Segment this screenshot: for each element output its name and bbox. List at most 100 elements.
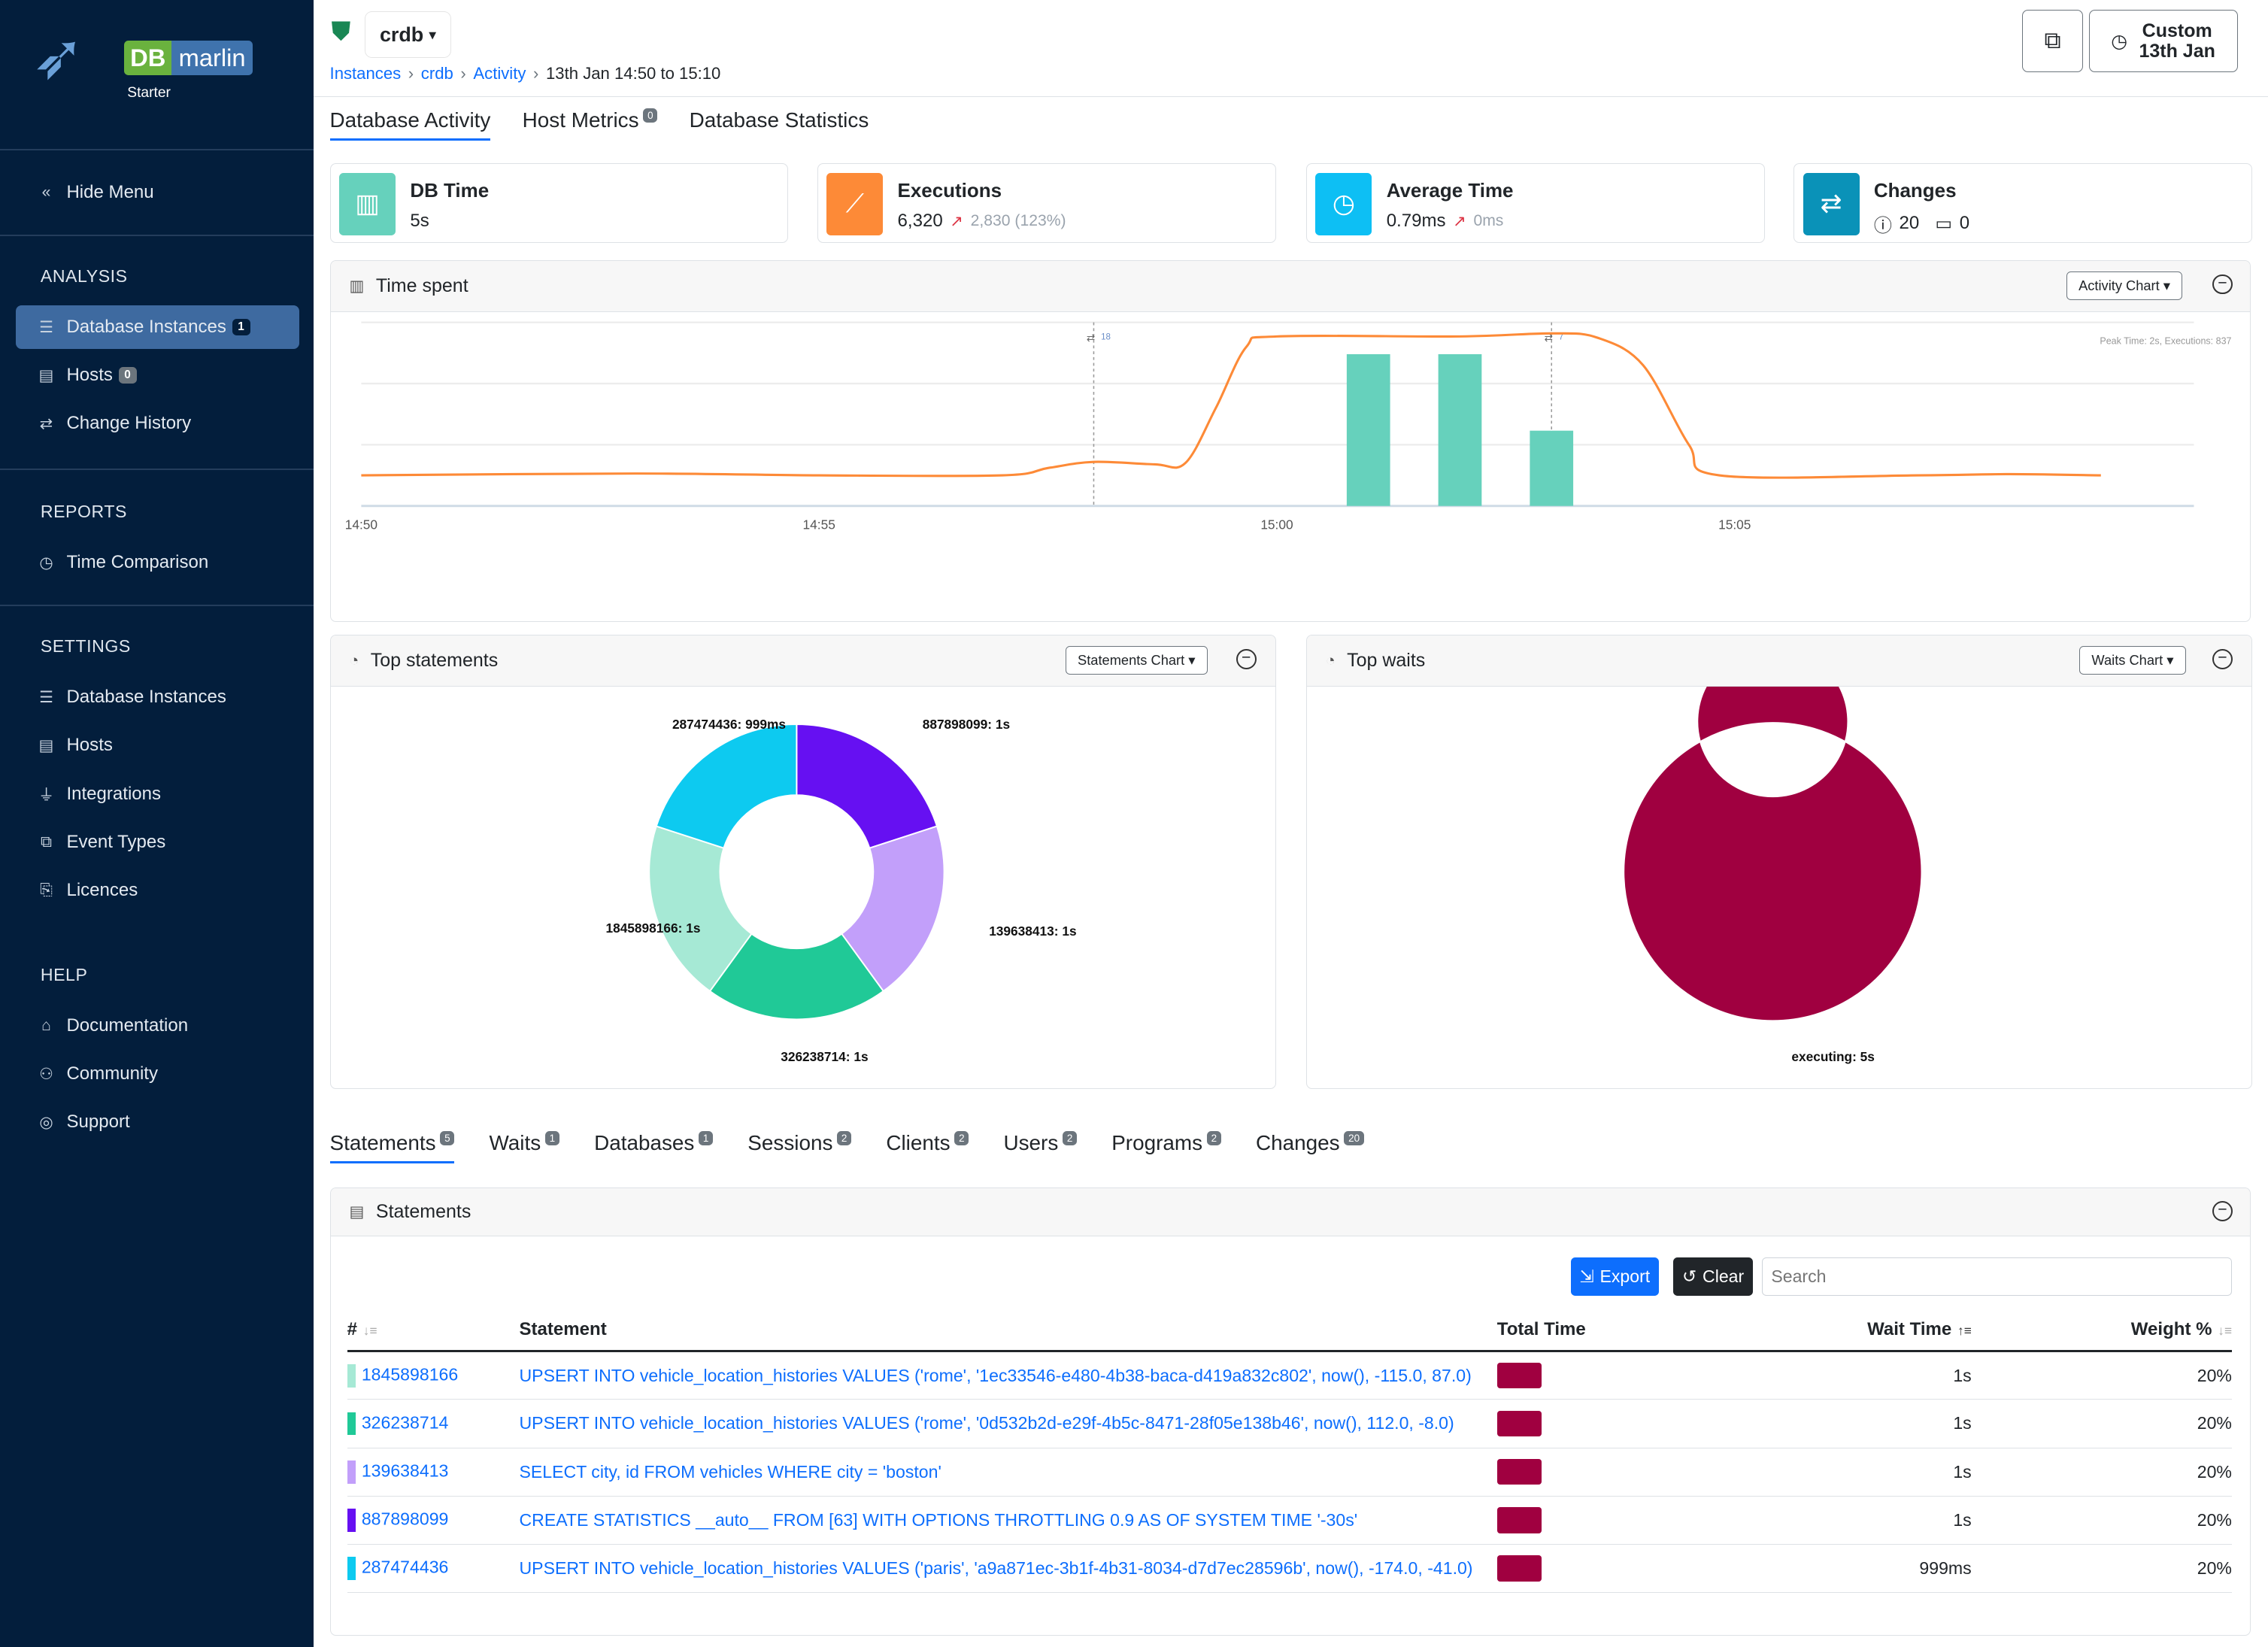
kpi-delta: 0ms bbox=[1473, 211, 1504, 229]
x-tick-label: 15:00 bbox=[1260, 517, 1293, 532]
column-header-wait-time[interactable]: Wait Time ↑≡ bbox=[1714, 1309, 1972, 1353]
tab-waits[interactable]: Waits 1 bbox=[489, 1131, 559, 1163]
sidebar-item-integrations[interactable]: ⏚ Integrations bbox=[16, 772, 299, 816]
column-header-total-time[interactable]: Total Time bbox=[1496, 1309, 1715, 1353]
column-header-id[interactable]: # ↓≡ bbox=[347, 1309, 520, 1353]
table-row[interactable]: 139638413 SELECT city, id FROM vehicles W… bbox=[347, 1448, 2232, 1497]
statements-chart-dropdown[interactable]: Statements Chart ▾ bbox=[1065, 645, 1208, 675]
collapse-minus-icon[interactable]: − bbox=[2212, 274, 2233, 295]
instance-selector[interactable]: crdb ▾ bbox=[364, 11, 451, 58]
server-icon: ▤ bbox=[38, 366, 54, 384]
statement-text-link[interactable]: UPSERT INTO vehicle_location_histories V… bbox=[519, 1365, 1472, 1385]
statement-id-link[interactable]: 287474436 bbox=[361, 1557, 449, 1577]
sidebar-item-support[interactable]: ◎ Support bbox=[16, 1100, 299, 1144]
tab-statements[interactable]: Statements 5 bbox=[329, 1131, 455, 1163]
change-marker-icon[interactable]: ⇄ bbox=[1544, 332, 1552, 343]
sort-icon[interactable]: ↓≡ bbox=[2218, 1322, 2232, 1338]
collapse-minus-icon[interactable]: − bbox=[2212, 1201, 2233, 1222]
main-tabs: Database Activity Host Metrics 0 Database… bbox=[329, 108, 869, 141]
statement-text-link[interactable]: CREATE STATISTICS __auto__ FROM [63] WIT… bbox=[519, 1509, 1358, 1530]
sidebar-item-label: Community bbox=[66, 1063, 158, 1084]
executions-bar[interactable] bbox=[1438, 353, 1481, 506]
slice-label: 139638413: 1s bbox=[989, 924, 1076, 939]
donut-slice[interactable] bbox=[655, 723, 797, 849]
statement-id-link[interactable]: 326238714 bbox=[361, 1412, 449, 1432]
sidebar-item-community[interactable]: ⚇ Community bbox=[16, 1052, 299, 1096]
lifebuoy-icon: ◎ bbox=[39, 1114, 53, 1132]
slice-label: 287474436: 999ms bbox=[672, 717, 785, 732]
donut-slice[interactable] bbox=[1623, 686, 1923, 1021]
tab-databases[interactable]: Databases 1 bbox=[594, 1131, 714, 1163]
activity-chart-dropdown[interactable]: Activity Chart ▾ bbox=[2066, 271, 2183, 301]
hide-menu-button[interactable]: « Hide Menu bbox=[16, 171, 299, 214]
database-icon: ☰ bbox=[39, 318, 54, 336]
table-row[interactable]: 287474436 UPSERT INTO vehicle_location_hi… bbox=[347, 1544, 2232, 1594]
sidebar-item-change-history[interactable]: ⇄ Change History bbox=[16, 402, 299, 445]
statement-id-link[interactable]: 139638413 bbox=[361, 1460, 449, 1481]
statement-color-swatch bbox=[347, 1412, 356, 1436]
statements-icon: ▤ bbox=[349, 1203, 365, 1221]
search-input[interactable] bbox=[1761, 1257, 2232, 1297]
statement-text-link[interactable]: UPSERT INTO vehicle_location_histories V… bbox=[519, 1413, 1454, 1433]
tab-sessions[interactable]: Sessions 2 bbox=[747, 1131, 852, 1163]
sidebar-item-licences[interactable]: ⎘ Licences bbox=[16, 869, 299, 912]
breadcrumb-instances[interactable]: Instances bbox=[329, 63, 402, 83]
time-range-button[interactable]: ◷ Custom 13th Jan bbox=[2088, 10, 2238, 73]
collapse-minus-icon[interactable]: − bbox=[2212, 648, 2233, 669]
table-row[interactable]: 326238714 UPSERT INTO vehicle_location_hi… bbox=[347, 1399, 2232, 1448]
weight-cell: 20% bbox=[1971, 1448, 2232, 1497]
undo-icon: ↺ bbox=[1682, 1266, 1697, 1286]
tab-database-statistics[interactable]: Database Statistics bbox=[690, 108, 869, 141]
sidebar-item-documentation[interactable]: ⌂ Documentation bbox=[16, 1004, 299, 1048]
tab-programs[interactable]: Programs 2 bbox=[1111, 1131, 1221, 1163]
statements-donut-chart: 887898099: 1s 139638413: 1s 326238714: 1s 1… bbox=[605, 717, 1076, 1064]
sidebar-item-time-comparison[interactable]: ◷ Time Comparison bbox=[16, 541, 299, 584]
statement-text-link[interactable]: UPSERT INTO vehicle_location_histories V… bbox=[519, 1558, 1473, 1579]
executions-bar[interactable] bbox=[1346, 353, 1390, 506]
pie-chart-icon: ◔ bbox=[1325, 651, 1336, 669]
statement-id-link[interactable]: 887898099 bbox=[361, 1509, 449, 1529]
sidebar-item-database-instances[interactable]: ☰ Database Instances 1 bbox=[16, 305, 300, 349]
executions-bar[interactable] bbox=[1529, 430, 1573, 506]
sidebar-item-label: Hosts bbox=[66, 735, 113, 756]
donut-slice[interactable] bbox=[795, 723, 938, 849]
time-spent-panel: ▥ Time spent Activity Chart ▾ − 14:50 14:5… bbox=[329, 260, 2251, 623]
arrow-up-right-icon: ↗ bbox=[950, 212, 964, 230]
copy-button[interactable]: ⧉ bbox=[2022, 10, 2083, 73]
donut-slice[interactable] bbox=[708, 933, 884, 1021]
table-row[interactable]: 1845898166 UPSERT INTO vehicle_location_h… bbox=[347, 1351, 2232, 1400]
statement-id-link[interactable]: 1845898166 bbox=[361, 1364, 459, 1385]
weight-cell: 20% bbox=[1971, 1351, 2232, 1400]
tab-users[interactable]: Users 2 bbox=[1003, 1131, 1078, 1163]
donut-slice[interactable] bbox=[647, 825, 753, 992]
clear-button[interactable]: ↺ Clear bbox=[1673, 1257, 1753, 1297]
sidebar-item-database-instances[interactable]: ☰ Database Instances bbox=[16, 675, 299, 719]
clock-icon: ◷ bbox=[1315, 172, 1372, 235]
sidebar-item-hosts[interactable]: ▤ Hosts 0 bbox=[16, 353, 299, 397]
collapse-minus-icon[interactable]: − bbox=[1236, 648, 1257, 669]
sort-icon[interactable]: ↓≡ bbox=[362, 1322, 377, 1338]
kpi-title: Executions bbox=[897, 178, 1002, 202]
table-row[interactable]: 887898099 CREATE STATISTICS __auto__ FROM… bbox=[347, 1496, 2232, 1545]
breadcrumb-crdb[interactable]: crdb bbox=[420, 63, 453, 83]
tab-clients[interactable]: Clients 2 bbox=[886, 1131, 969, 1163]
tab-database-activity[interactable]: Database Activity bbox=[329, 108, 491, 141]
server-icon: ▤ bbox=[38, 737, 54, 755]
tab-host-metrics[interactable]: Host Metrics 0 bbox=[523, 108, 658, 141]
sidebar-item-hosts[interactable]: ▤ Hosts bbox=[16, 724, 299, 768]
file-export-icon: ⇲ bbox=[1579, 1266, 1594, 1286]
change-marker-icon[interactable]: ⇄ bbox=[1086, 332, 1094, 343]
sort-asc-icon[interactable]: ↑≡ bbox=[1957, 1322, 1972, 1338]
export-button[interactable]: ⇲ Export bbox=[1570, 1257, 1659, 1297]
sidebar-item-event-types[interactable]: ⧉ Event Types bbox=[16, 820, 299, 864]
donut-slice[interactable] bbox=[840, 825, 944, 992]
arrows-exchange-icon: ⇄ bbox=[1803, 172, 1860, 235]
statement-text-link[interactable]: SELECT city, id FROM vehicles WHERE city… bbox=[519, 1461, 941, 1482]
wait-time-cell: 1s bbox=[1714, 1399, 1972, 1448]
column-header-statement[interactable]: Statement bbox=[519, 1309, 1497, 1353]
tab-changes[interactable]: Changes 20 bbox=[1256, 1131, 1364, 1163]
waits-chart-dropdown[interactable]: Waits Chart ▾ bbox=[2079, 645, 2186, 675]
breadcrumb-activity[interactable]: Activity bbox=[473, 63, 526, 83]
column-header-weight[interactable]: Weight % ↓≡ bbox=[1971, 1309, 2232, 1353]
dbmarlin-logo[interactable]: ➶ DB marlin Starter bbox=[32, 20, 263, 107]
